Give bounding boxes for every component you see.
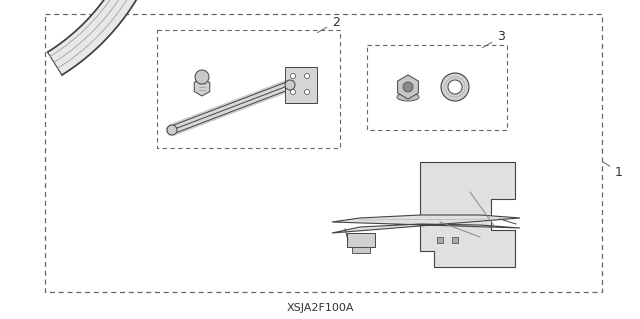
Circle shape	[305, 73, 310, 78]
Polygon shape	[332, 215, 520, 233]
Bar	[45, 14, 602, 292]
Polygon shape	[397, 75, 419, 99]
Bar	[347, 233, 375, 247]
Circle shape	[441, 73, 469, 101]
Circle shape	[291, 90, 296, 94]
Polygon shape	[420, 162, 515, 267]
Bar	[157, 30, 340, 148]
Text: 1: 1	[602, 161, 623, 179]
Bar	[285, 67, 317, 103]
Circle shape	[291, 73, 296, 78]
Bar	[452, 237, 458, 243]
Circle shape	[195, 70, 209, 84]
Text: XSJA2F100A: XSJA2F100A	[286, 303, 354, 313]
Circle shape	[167, 125, 177, 135]
Bar	[367, 45, 507, 130]
Circle shape	[403, 82, 413, 92]
Circle shape	[305, 90, 310, 94]
Polygon shape	[47, 0, 148, 75]
Circle shape	[448, 80, 462, 94]
Text: 2: 2	[317, 16, 340, 33]
Bar	[437, 237, 443, 243]
Polygon shape	[171, 81, 291, 134]
Ellipse shape	[397, 93, 419, 101]
Polygon shape	[194, 78, 210, 96]
Bar	[352, 247, 370, 253]
Text: 3: 3	[483, 31, 505, 48]
Circle shape	[285, 80, 295, 90]
